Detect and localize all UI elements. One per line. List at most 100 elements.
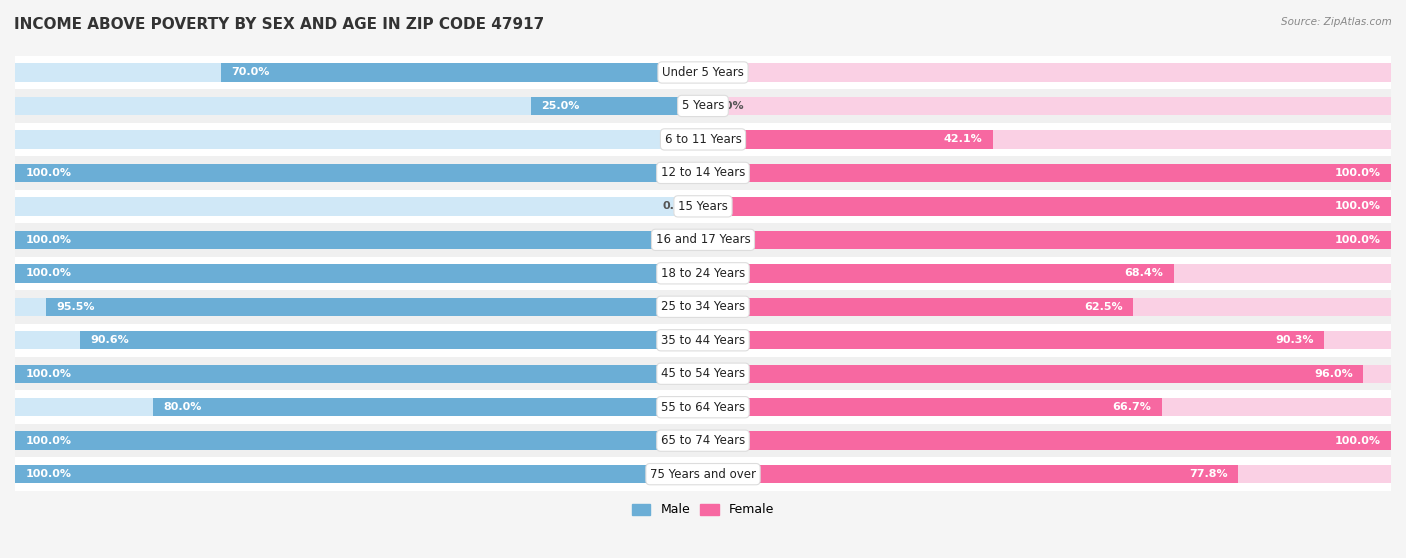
Bar xyxy=(703,130,993,148)
Bar xyxy=(15,97,703,115)
Bar xyxy=(703,364,1364,383)
Text: 100.0%: 100.0% xyxy=(1334,201,1381,211)
Text: 42.1%: 42.1% xyxy=(943,134,983,145)
Text: 96.0%: 96.0% xyxy=(1315,369,1353,379)
Text: 6 to 11 Years: 6 to 11 Years xyxy=(665,133,741,146)
Bar xyxy=(703,63,1391,81)
Bar xyxy=(703,431,1391,450)
Bar xyxy=(703,97,1391,115)
Text: 0.0%: 0.0% xyxy=(713,68,744,78)
Bar xyxy=(703,297,1391,316)
Bar xyxy=(703,130,1391,148)
Text: 5 Years: 5 Years xyxy=(682,99,724,113)
Text: 0.0%: 0.0% xyxy=(662,134,693,145)
Bar xyxy=(703,163,1391,182)
Text: 12 to 14 Years: 12 to 14 Years xyxy=(661,166,745,179)
Text: 100.0%: 100.0% xyxy=(25,268,72,278)
Text: Source: ZipAtlas.com: Source: ZipAtlas.com xyxy=(1281,17,1392,27)
Bar xyxy=(703,364,1391,383)
Bar xyxy=(703,431,1391,450)
Bar xyxy=(15,264,703,282)
Text: 66.7%: 66.7% xyxy=(1112,402,1152,412)
Text: Under 5 Years: Under 5 Years xyxy=(662,66,744,79)
Text: 90.6%: 90.6% xyxy=(90,335,129,345)
Text: 90.3%: 90.3% xyxy=(1275,335,1315,345)
Bar xyxy=(703,331,1324,349)
Text: 45 to 54 Years: 45 to 54 Years xyxy=(661,367,745,380)
Bar xyxy=(15,163,703,182)
Bar xyxy=(15,458,1391,491)
Text: 100.0%: 100.0% xyxy=(25,235,72,245)
Text: 62.5%: 62.5% xyxy=(1084,302,1122,312)
Text: 65 to 74 Years: 65 to 74 Years xyxy=(661,434,745,447)
Text: 100.0%: 100.0% xyxy=(25,168,72,178)
Bar xyxy=(703,264,1174,282)
Text: 77.8%: 77.8% xyxy=(1189,469,1227,479)
Bar xyxy=(15,190,1391,223)
Bar xyxy=(703,398,1391,416)
Bar xyxy=(153,398,703,416)
Bar xyxy=(703,197,1391,215)
Bar xyxy=(221,63,703,81)
Text: 0.0%: 0.0% xyxy=(713,101,744,111)
Text: 15 Years: 15 Years xyxy=(678,200,728,213)
Bar xyxy=(703,197,1391,215)
Text: 55 to 64 Years: 55 to 64 Years xyxy=(661,401,745,413)
Bar xyxy=(15,257,1391,290)
Bar xyxy=(15,56,1391,89)
Legend: Male, Female: Male, Female xyxy=(627,498,779,521)
Bar xyxy=(703,264,1391,282)
Text: 100.0%: 100.0% xyxy=(1334,235,1381,245)
Text: 100.0%: 100.0% xyxy=(25,436,72,446)
Text: 100.0%: 100.0% xyxy=(1334,436,1381,446)
Text: 35 to 44 Years: 35 to 44 Years xyxy=(661,334,745,347)
Text: 16 and 17 Years: 16 and 17 Years xyxy=(655,233,751,246)
Bar xyxy=(15,465,703,483)
Text: 100.0%: 100.0% xyxy=(25,369,72,379)
Bar xyxy=(15,324,1391,357)
Bar xyxy=(15,331,703,349)
Bar xyxy=(15,297,703,316)
Text: 18 to 24 Years: 18 to 24 Years xyxy=(661,267,745,280)
Bar xyxy=(15,163,703,182)
Bar xyxy=(15,223,1391,257)
Text: 68.4%: 68.4% xyxy=(1125,268,1163,278)
Bar xyxy=(15,431,703,450)
Bar xyxy=(15,123,1391,156)
Text: 100.0%: 100.0% xyxy=(25,469,72,479)
Bar xyxy=(80,331,703,349)
Bar xyxy=(15,156,1391,190)
Bar xyxy=(703,297,1133,316)
Bar xyxy=(15,264,703,282)
Bar xyxy=(703,465,1391,483)
Bar xyxy=(15,424,1391,458)
Bar xyxy=(15,230,703,249)
Text: 25.0%: 25.0% xyxy=(541,101,579,111)
Bar xyxy=(15,391,1391,424)
Bar xyxy=(15,230,703,249)
Bar xyxy=(15,431,703,450)
Bar xyxy=(703,163,1391,182)
Text: INCOME ABOVE POVERTY BY SEX AND AGE IN ZIP CODE 47917: INCOME ABOVE POVERTY BY SEX AND AGE IN Z… xyxy=(14,17,544,32)
Bar xyxy=(46,297,703,316)
Bar xyxy=(15,398,703,416)
Text: 95.5%: 95.5% xyxy=(56,302,94,312)
Bar xyxy=(15,290,1391,324)
Bar xyxy=(703,465,1239,483)
Text: 80.0%: 80.0% xyxy=(163,402,201,412)
Text: 70.0%: 70.0% xyxy=(232,68,270,78)
Bar xyxy=(15,357,1391,391)
Text: 25 to 34 Years: 25 to 34 Years xyxy=(661,300,745,313)
Text: 100.0%: 100.0% xyxy=(1334,168,1381,178)
Bar xyxy=(703,331,1391,349)
Bar xyxy=(15,465,703,483)
Bar xyxy=(703,230,1391,249)
Text: 75 Years and over: 75 Years and over xyxy=(650,468,756,480)
Bar xyxy=(703,230,1391,249)
Bar xyxy=(15,63,703,81)
Bar xyxy=(15,364,703,383)
Bar xyxy=(15,89,1391,123)
Bar xyxy=(15,197,703,215)
Text: 0.0%: 0.0% xyxy=(662,201,693,211)
Bar xyxy=(703,398,1161,416)
